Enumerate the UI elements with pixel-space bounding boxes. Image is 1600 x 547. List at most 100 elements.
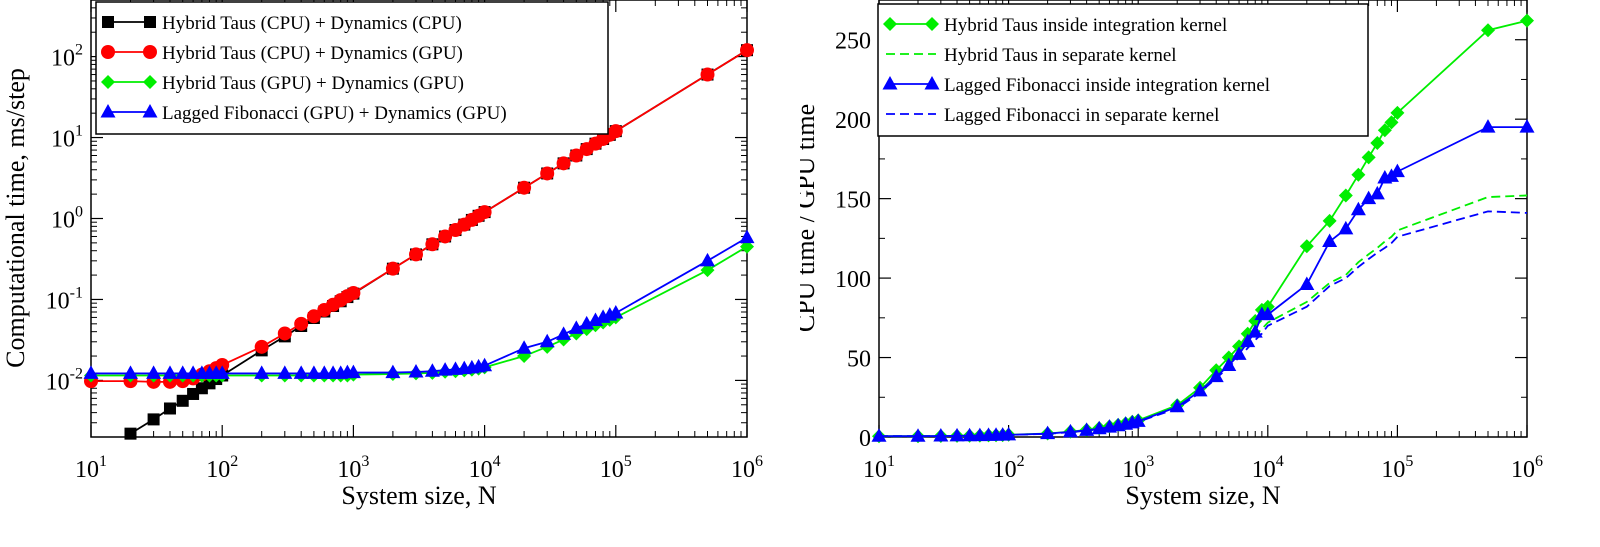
left-y-tick-labels: 10-2 10-1 100 101 102: [46, 42, 83, 396]
y-tick-label: 200: [835, 108, 871, 134]
data-point: [254, 339, 269, 354]
legend-marker: [924, 76, 940, 90]
legend-marker: [143, 45, 157, 59]
data-point: [1520, 13, 1534, 28]
data-point: [346, 286, 361, 301]
data-point: [425, 237, 440, 252]
legend-entry: Hybrid Taus (CPU) + Dynamics (GPU): [162, 43, 463, 64]
data-point: [1350, 201, 1366, 216]
data-point: [477, 205, 492, 220]
data-point: [700, 67, 715, 82]
data-point: [408, 364, 424, 378]
data-point: [1001, 426, 1017, 441]
data-point: [122, 365, 138, 379]
data-point: [277, 365, 293, 379]
data-point: [408, 247, 423, 262]
x-tick-label: 101: [75, 453, 107, 483]
left-legend: Hybrid Taus (CPU) + Dynamics (CPU) Hybrid…: [95, 1, 609, 135]
data-point: [568, 320, 584, 334]
legend-marker: [883, 17, 897, 31]
data-point: [1231, 346, 1247, 360]
data-point: [1370, 136, 1385, 151]
right-x-tick-labels: 101 102 103 104 105 106: [863, 453, 1543, 483]
data-point: [1390, 105, 1405, 120]
data-point: [147, 413, 160, 426]
legend-marker: [925, 17, 939, 31]
data-point: [277, 326, 292, 341]
data-point: [700, 252, 716, 267]
data-point: [933, 428, 949, 442]
series-left-1: [84, 43, 754, 389]
data-point: [1248, 313, 1263, 328]
data-point: [1062, 423, 1078, 438]
data-point: [1369, 185, 1385, 200]
legend-marker: [143, 75, 157, 89]
data-point: [1091, 420, 1107, 435]
data-point: [1519, 119, 1535, 133]
data-point: [516, 340, 532, 354]
data-point: [215, 358, 230, 373]
legend-entry: Lagged Fibonacci in separate kernel: [944, 105, 1219, 126]
data-point: [540, 166, 555, 181]
data-point: [1361, 190, 1377, 205]
data-point: [83, 365, 99, 379]
y-tick-label: 100: [835, 267, 871, 293]
left-x-axis-label: System size, N: [341, 481, 496, 510]
data-point: [539, 333, 555, 348]
legend-box: [877, 3, 1369, 137]
data-point: [1338, 188, 1353, 203]
series-right-1: [879, 194, 1528, 438]
left-series-group: [83, 43, 755, 440]
y-tick-label: 102: [51, 42, 83, 72]
data-point: [871, 428, 887, 442]
data-point: [1377, 123, 1392, 138]
right-chart: 101 102 103 104 105 106 0 50 100 150 200 250 Syste…: [800, 0, 1543, 510]
data-point: [1192, 382, 1208, 397]
data-point: [1079, 422, 1095, 436]
data-point: [517, 180, 532, 195]
data-point: [1040, 425, 1056, 440]
data-point: [1480, 119, 1496, 133]
left-chart: 101 102 103 104 105 106 10-2 10-1 100 101 102 Sys…: [1, 0, 763, 510]
legend-box: [95, 1, 609, 135]
series-line: [91, 245, 748, 377]
data-point: [437, 362, 453, 376]
data-point: [294, 316, 309, 331]
x-tick-label: 104: [1252, 453, 1284, 483]
data-point: [293, 365, 309, 379]
data-point: [306, 309, 321, 324]
data-point: [608, 124, 623, 139]
legend-marker: [142, 104, 158, 118]
data-point: [1322, 233, 1338, 248]
data-point: [700, 263, 715, 278]
series-left-2: [84, 239, 754, 383]
data-point: [1208, 368, 1224, 383]
data-point: [1361, 150, 1376, 165]
left-x-tick-labels: 101 102 103 104 105 106: [75, 453, 763, 483]
x-tick-label: 101: [863, 453, 895, 483]
legend-marker: [101, 75, 115, 89]
right-y-tick-labels: 0 50 100 150 200 250: [835, 29, 871, 452]
data-point: [477, 357, 493, 372]
legend-entry: Lagged Fibonacci (GPU) + Dynamics (GPU): [162, 103, 507, 124]
y-tick-label: 10-1: [46, 284, 83, 314]
right-legend: Hybrid Taus inside integration kernel Hyb…: [877, 3, 1369, 137]
data-point: [424, 363, 440, 377]
x-tick-label: 106: [731, 453, 763, 483]
left-y-axis-label: Computational time, ms/step: [1, 68, 30, 368]
data-point: [1480, 23, 1495, 38]
legend-entry: Hybrid Taus (GPU) + Dynamics (GPU): [162, 73, 464, 94]
right-x-axis-label: System size, N: [1125, 481, 1280, 510]
data-point: [1260, 306, 1276, 321]
data-point: [438, 229, 453, 244]
x-tick-label: 104: [469, 453, 501, 483]
right-plot-frame: [878, 0, 1528, 438]
y-tick-label: 150: [835, 188, 871, 214]
data-point: [306, 365, 322, 379]
data-point: [1351, 167, 1366, 182]
legend-marker: [102, 16, 114, 28]
legend-marker: [100, 104, 116, 118]
data-point: [175, 365, 191, 379]
data-point: [556, 156, 571, 171]
x-tick-label: 102: [993, 453, 1025, 483]
